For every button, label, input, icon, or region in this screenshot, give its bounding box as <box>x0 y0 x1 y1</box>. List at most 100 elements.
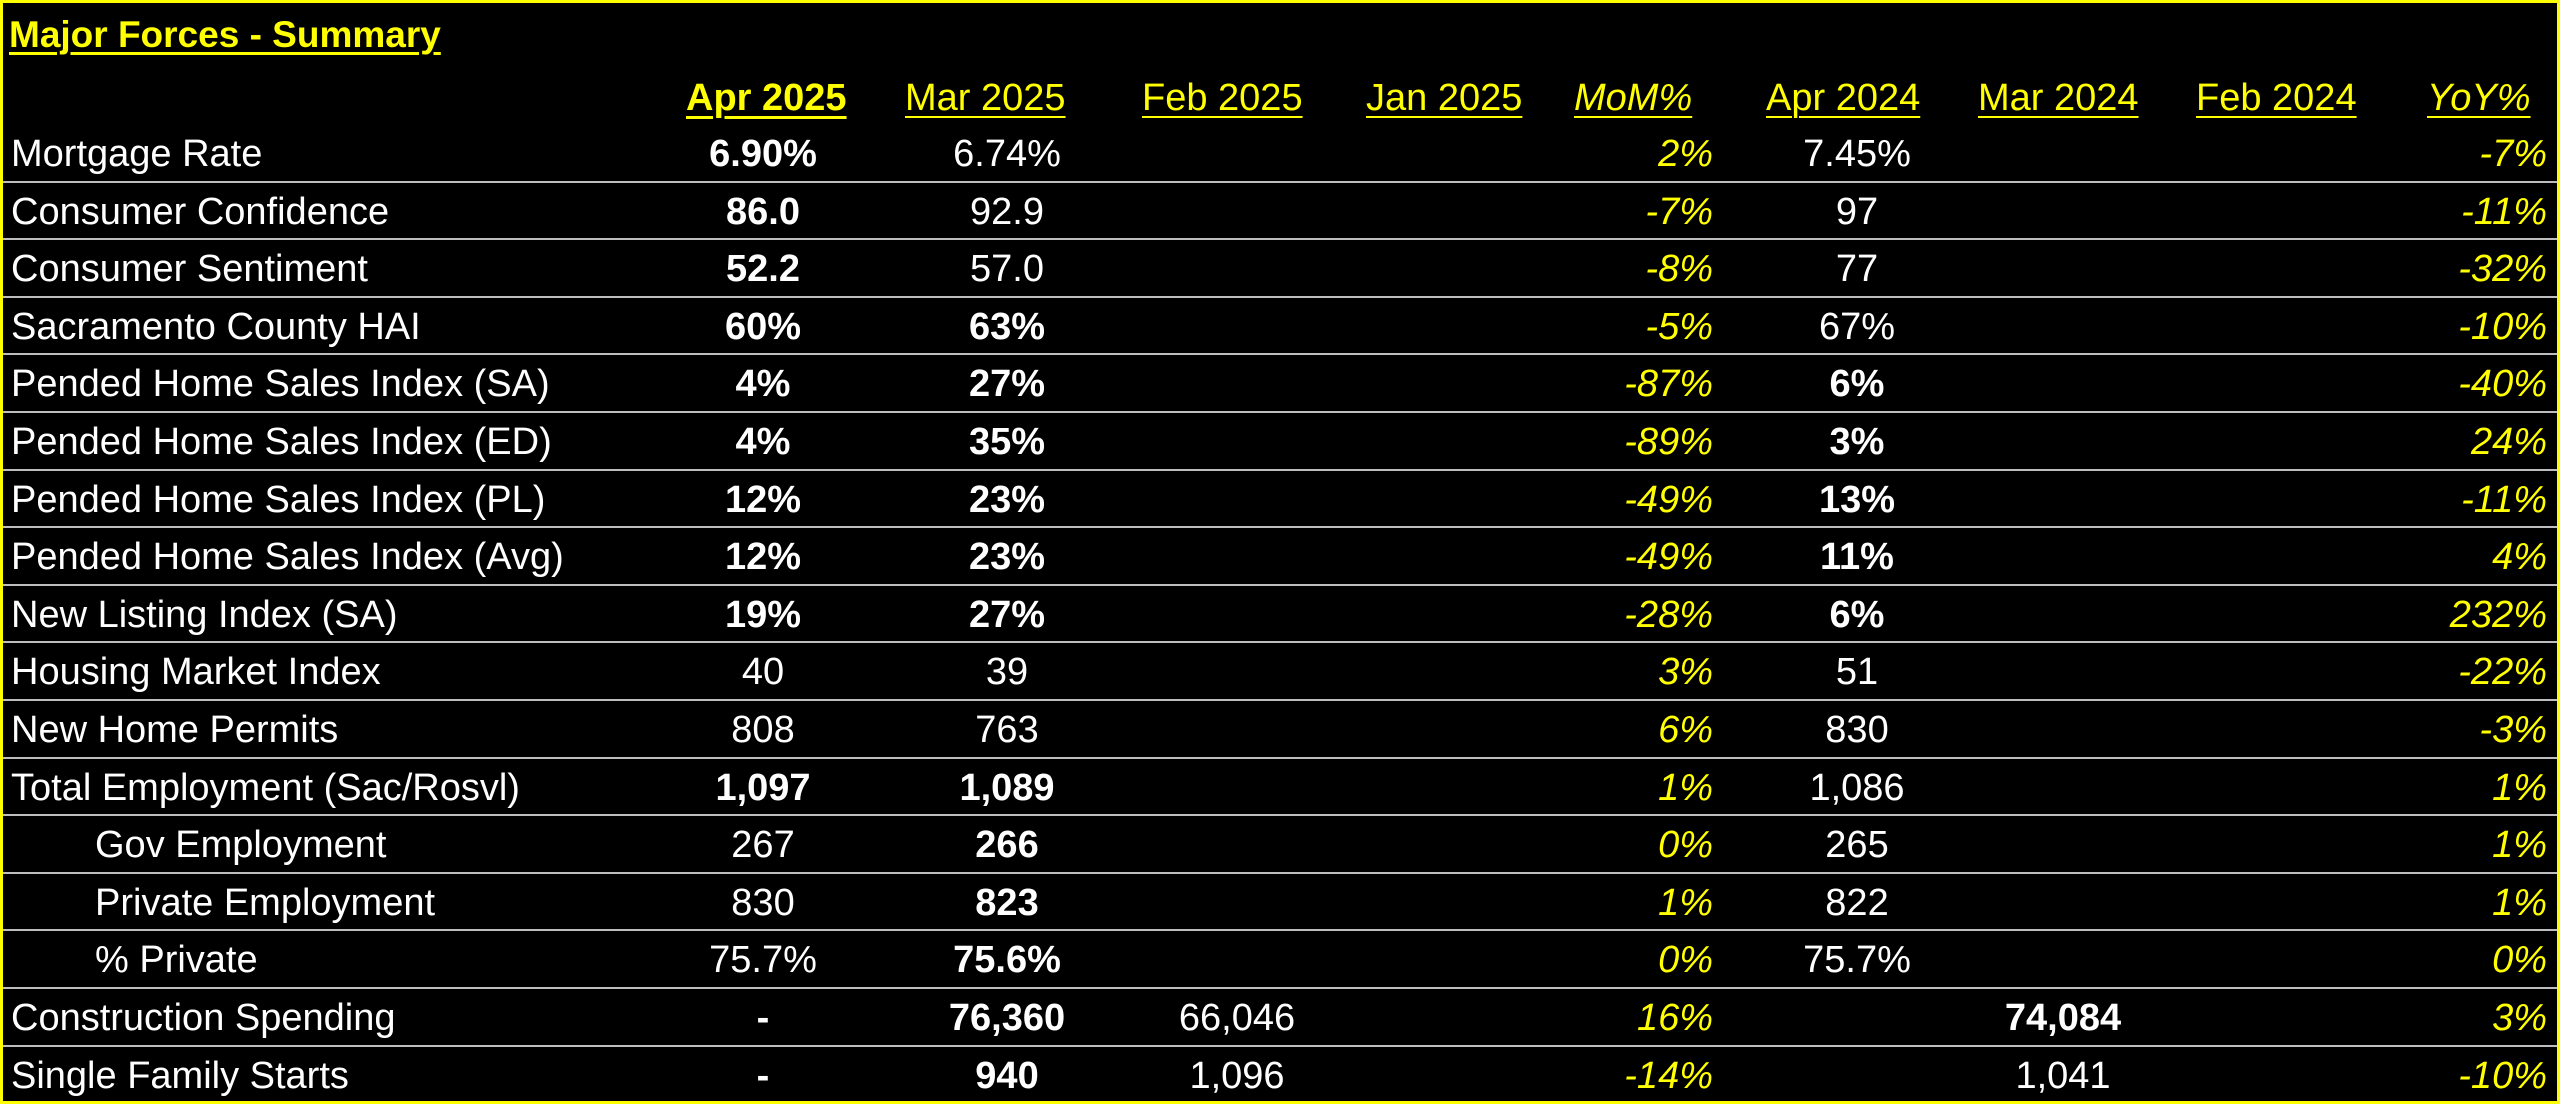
cell-mom: -5% <box>1645 305 1713 348</box>
cell-yoy: 232% <box>2449 593 2547 636</box>
row-label: Consumer Confidence <box>11 190 390 233</box>
table-row: Consumer Sentiment 52.2 57.0 -8% 77 -32% <box>3 240 2557 298</box>
cell-yoy: 24% <box>2470 421 2547 463</box>
cell-apr-2025: 267 <box>731 824 795 867</box>
cell-yoy: 3% <box>2492 997 2547 1039</box>
cell-yoy: 4% <box>2492 536 2547 579</box>
header-mom: MoM% <box>1574 77 1693 119</box>
header-mar-2025: Mar 2025 <box>905 77 1066 119</box>
cell-mar-2025: 763 <box>975 709 1039 751</box>
cell-mom: -7% <box>1645 190 1713 233</box>
cell-apr-2024: 830 <box>1825 709 1889 751</box>
table-row: New Home Permits 808 763 6% 830 -3% <box>3 701 2557 759</box>
row-label: Total Employment (Sac/Rosvl) <box>11 766 520 809</box>
cell-apr-2024: 11% <box>1820 536 1894 579</box>
cell-yoy: -10% <box>2458 305 2547 348</box>
row-label: Consumer Sentiment <box>11 248 368 291</box>
table-row: New Listing Index (SA) 19% 27% -28% 6% 232% <box>3 586 2557 644</box>
cell-apr-2024: 265 <box>1825 824 1889 867</box>
cell-apr-2024: 13% <box>1818 478 1896 521</box>
cell-mom: -8% <box>1645 248 1713 291</box>
cell-mom: -87% <box>1624 363 1713 406</box>
row-label: Pended Home Sales Index (Avg) <box>11 536 564 579</box>
cell-mar-2025: 823 <box>975 881 1039 924</box>
cell-apr-2025: 52.2 <box>726 248 800 291</box>
cell-mom: 2% <box>1658 133 1713 175</box>
cell-mar-2025: 63% <box>968 305 1046 348</box>
cell-apr-2025: 12% <box>724 536 802 579</box>
cell-mar-2025: 266 <box>975 824 1039 867</box>
cell-mom: 1% <box>1658 881 1713 924</box>
cell-mar-2024: 74,084 <box>2004 997 2122 1039</box>
cell-mar-2025: 27% <box>968 593 1046 636</box>
cell-apr-2024: 51 <box>1835 651 1879 694</box>
header-feb-2024: Feb 2024 <box>2196 77 2357 119</box>
cell-yoy: -32% <box>2458 248 2547 291</box>
cell-yoy: -40% <box>2458 363 2547 406</box>
cell-yoy: 1% <box>2492 766 2547 809</box>
cell-yoy: -10% <box>2458 1054 2547 1097</box>
row-label: Mortgage Rate <box>11 133 263 175</box>
cell-apr-2024: 6% <box>1829 593 1885 636</box>
cell-mar-2025: 1,089 <box>959 766 1055 809</box>
table-row: Single Family Starts - 940 1,096 -14% 1,041 -1… <box>3 1047 2557 1101</box>
row-label: Pended Home Sales Index (SA) <box>11 363 550 406</box>
cell-mom: -49% <box>1624 478 1713 521</box>
row-label: Sacramento County HAI <box>11 305 421 348</box>
cell-apr-2025: - <box>756 997 770 1039</box>
cell-mar-2025: 75.6% <box>953 939 1061 982</box>
cell-apr-2024: 75.7% <box>1803 939 1911 982</box>
cell-apr-2024: 97 <box>1835 190 1879 233</box>
cell-mom: 3% <box>1658 651 1713 694</box>
cell-mar-2025: 6.74% <box>953 133 1061 175</box>
cell-yoy: 1% <box>2492 881 2547 924</box>
cell-mom: 1% <box>1658 766 1713 809</box>
row-label: New Listing Index (SA) <box>11 593 398 636</box>
row-label: New Home Permits <box>11 709 339 751</box>
table-row: Pended Home Sales Index (PL) 12% 23% -49% 13… <box>3 471 2557 529</box>
header-apr-2025: Apr 2025 <box>686 77 847 119</box>
table-row: Consumer Confidence 86.0 92.9 -7% 97 -11% <box>3 183 2557 241</box>
cell-apr-2025: 12% <box>724 478 802 521</box>
cell-apr-2025: 86.0 <box>726 190 800 233</box>
row-label: Single Family Starts <box>11 1054 349 1097</box>
table-row: Pended Home Sales Index (Avg) 12% 23% -49% 1… <box>3 528 2557 586</box>
cell-apr-2025: - <box>756 1054 770 1097</box>
cell-mom: 6% <box>1658 709 1713 751</box>
row-label: Housing Market Index <box>11 651 381 694</box>
cell-apr-2024: 6% <box>1829 363 1885 406</box>
cell-mom: 16% <box>1636 997 1713 1039</box>
cell-apr-2025: 60% <box>724 305 802 348</box>
cell-mar-2025: 57.0 <box>970 248 1044 291</box>
row-label: % Private <box>95 939 258 982</box>
header-yoy: YoY% <box>2427 77 2531 119</box>
cell-mar-2025: 23% <box>968 536 1046 579</box>
cell-apr-2025: 1,097 <box>715 766 811 809</box>
table-row: % Private 75.7% 75.6% 0% 75.7% 0% <box>3 931 2557 989</box>
cell-yoy: 0% <box>2492 939 2547 982</box>
cell-yoy: -22% <box>2458 651 2547 694</box>
cell-mom: -14% <box>1624 1054 1713 1097</box>
cell-mar-2025: 23% <box>968 478 1046 521</box>
table-row: Private Employment 830 823 1% 822 1% <box>3 874 2557 932</box>
cell-mar-2024: 1,041 <box>2015 1054 2111 1097</box>
cell-mar-2025: 27% <box>968 363 1046 406</box>
cell-apr-2025: 75.7% <box>709 939 817 982</box>
table-row: Total Employment (Sac/Rosvl) 1,097 1,089 1%… <box>3 759 2557 817</box>
cell-apr-2025: 40 <box>741 651 785 694</box>
row-label: Pended Home Sales Index (PL) <box>11 478 546 521</box>
cell-yoy: -7% <box>2479 133 2547 175</box>
table-row: Pended Home Sales Index (SA) 4% 27% -87% 6% -… <box>3 355 2557 413</box>
cell-mar-2025: 940 <box>975 1054 1039 1097</box>
cell-yoy: 1% <box>2492 824 2547 867</box>
cell-apr-2024: 67% <box>1818 305 1896 348</box>
cell-mom: -28% <box>1624 593 1713 636</box>
cell-mar-2025: 76,360 <box>948 997 1066 1039</box>
cell-apr-2024: 7.45% <box>1803 133 1911 175</box>
cell-mom: 0% <box>1658 939 1713 982</box>
cell-apr-2024: 1,086 <box>1809 766 1905 809</box>
cell-yoy: -11% <box>2461 190 2547 233</box>
row-label: Private Employment <box>95 881 436 924</box>
cell-apr-2025: 4% <box>735 421 791 463</box>
cell-mar-2025: 92.9 <box>970 190 1044 233</box>
